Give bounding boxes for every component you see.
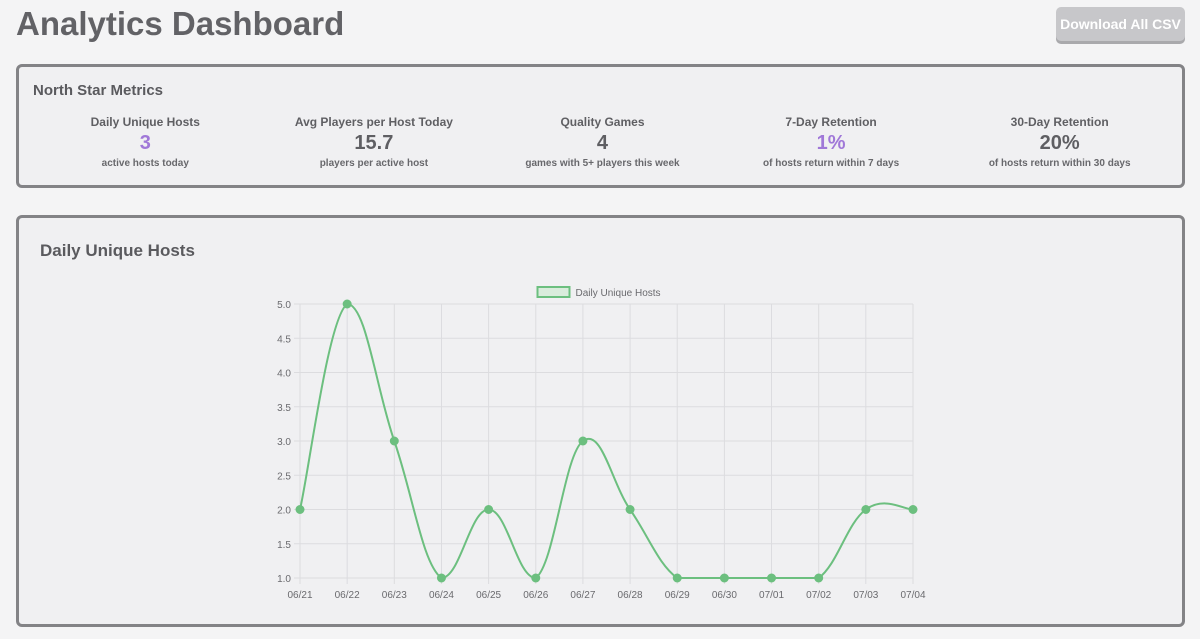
metric-label: Daily Unique Hosts	[90, 115, 200, 129]
data-point	[672, 573, 682, 583]
metric-subtext: players per active host	[319, 158, 429, 169]
legend-swatch	[536, 286, 571, 298]
x-tick-label: 06/24	[429, 590, 454, 601]
x-tick-label: 06/26	[523, 590, 548, 601]
x-tick-label: 06/29	[665, 590, 690, 601]
data-point	[342, 299, 352, 309]
metric-subtext: of hosts return within 30 days	[988, 158, 1131, 169]
download-all-csv-button[interactable]: Download All CSV	[1056, 7, 1185, 41]
metric-subtext: of hosts return within 7 days	[763, 158, 900, 169]
x-tick-label: 07/01	[759, 590, 784, 601]
y-tick-label: 4.0	[277, 369, 291, 380]
metric-daily-unique-hosts: Daily Unique Hosts 3 active hosts today	[31, 114, 260, 171]
y-tick-label: 2.0	[277, 506, 291, 517]
data-point	[861, 505, 871, 514]
chart-card-title: Daily Unique Hosts	[40, 241, 195, 260]
data-point	[295, 505, 305, 514]
metric-label: 30-Day Retention	[1010, 115, 1109, 129]
y-tick-label: 2.5	[277, 471, 291, 482]
page-title: Analytics Dashboard	[16, 5, 345, 42]
metrics-row: Daily Unique Hosts 3 active hosts today …	[31, 114, 1174, 171]
metrics-card-title: North Star Metrics	[33, 82, 164, 99]
x-tick-label: 06/22	[335, 590, 360, 601]
y-tick-label: 3.0	[277, 437, 291, 448]
metric-30-day-retention: 30-Day Retention 20% of hosts return wit…	[945, 114, 1174, 171]
data-point	[531, 573, 541, 583]
y-tick-label: 4.5	[277, 334, 291, 345]
data-point	[625, 505, 635, 514]
data-point	[436, 573, 446, 583]
series-line	[299, 302, 914, 580]
data-point	[578, 436, 588, 446]
x-tick-label: 07/02	[806, 590, 831, 601]
metric-value: 3	[139, 132, 151, 154]
x-tick-label: 07/04	[900, 590, 925, 601]
x-tick-label: 06/21	[287, 590, 312, 601]
daily-unique-hosts-card: Daily Unique Hosts 1.0 1.5 2.0 2.5 3.0 3.5 4.0…	[16, 215, 1185, 627]
y-tick-label: 5.0	[277, 300, 291, 311]
metric-avg-players-per-host: Avg Players per Host Today 15.7 players …	[260, 114, 489, 171]
data-point	[814, 573, 824, 583]
x-tick-label: 06/27	[570, 590, 595, 601]
metric-label: 7-Day Retention	[785, 115, 877, 129]
north-star-metrics-card: North Star Metrics Daily Unique Hosts 3 …	[16, 64, 1185, 188]
metric-value: 20%	[1039, 132, 1080, 154]
data-point	[908, 505, 918, 514]
metric-subtext: active hosts today	[101, 158, 189, 169]
x-tick-label: 06/28	[618, 590, 643, 601]
y-tick-label: 3.5	[277, 403, 291, 414]
metric-value: 15.7	[354, 132, 394, 154]
data-point	[719, 573, 729, 583]
y-tick-label: 1.0	[277, 574, 291, 585]
legend-label: Daily Unique Hosts	[576, 288, 661, 299]
data-point	[484, 505, 494, 514]
x-tick-label: 07/03	[853, 590, 878, 601]
daily-unique-hosts-chart: 1.0 1.5 2.0 2.5 3.0 3.5 4.0 4.5 5.0 06/21 06/22 06/…	[277, 286, 926, 601]
metric-subtext: games with 5+ players this week	[525, 158, 680, 169]
metric-7-day-retention: 7-Day Retention 1% of hosts return withi…	[717, 114, 946, 171]
x-tick-label: 06/23	[382, 590, 407, 601]
metric-value: 1%	[816, 132, 846, 154]
data-point	[389, 436, 399, 446]
y-tick-label: 1.5	[277, 540, 291, 551]
data-point	[767, 573, 777, 583]
metric-quality-games: Quality Games 4 games with 5+ players th…	[488, 114, 717, 171]
x-tick-label: 06/25	[476, 590, 501, 601]
metric-label: Quality Games	[560, 115, 645, 129]
metric-value: 4	[596, 132, 609, 154]
x-tick-label: 06/30	[712, 590, 737, 601]
metric-label: Avg Players per Host Today	[294, 115, 453, 129]
